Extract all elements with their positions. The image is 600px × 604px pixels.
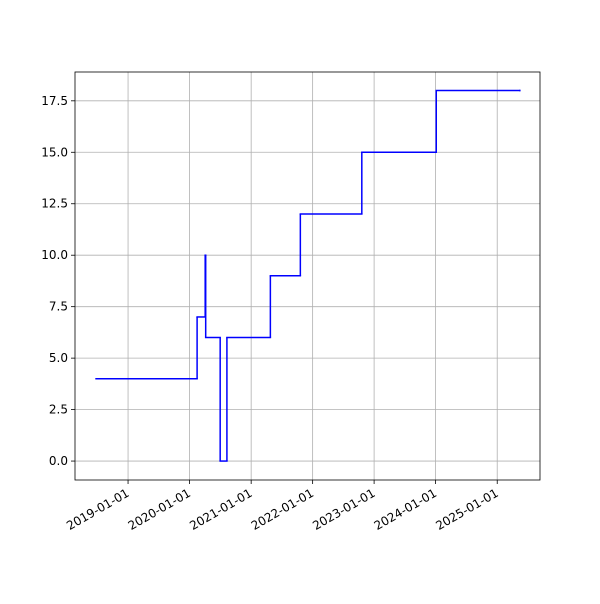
y-tick-label: 17.5 <box>41 94 68 108</box>
y-tick-label: 10.0 <box>41 248 68 262</box>
y-tick-label: 15.0 <box>41 145 68 159</box>
plot-frame <box>74 71 541 481</box>
y-tick-label: 0.0 <box>49 454 68 468</box>
y-tick-label: 5.0 <box>49 351 68 365</box>
y-tick-label: 2.5 <box>49 403 68 417</box>
y-tick-label: 12.5 <box>41 197 68 211</box>
y-tick-label: 7.5 <box>49 300 68 314</box>
